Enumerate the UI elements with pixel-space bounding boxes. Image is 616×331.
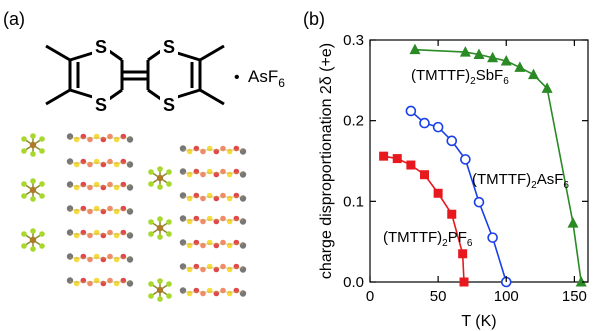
data-point: [514, 61, 526, 72]
data-point: [460, 154, 471, 165]
sulfur-label: S: [95, 95, 107, 115]
tmttf-molecule-icon: [66, 277, 134, 287]
x-tick-label: 150: [562, 288, 587, 305]
data-point: [409, 43, 421, 55]
y-tick-label: 0.0: [343, 274, 364, 291]
tmttf-structure: [45, 44, 225, 106]
x-tick-label: 50: [430, 288, 447, 305]
data-point: [575, 276, 587, 287]
data-point: [432, 121, 444, 133]
data-point: [420, 170, 429, 180]
y-tick-label: 0.2: [343, 113, 364, 130]
series-label-asf6: (TMTTF)2AsF6: [472, 171, 569, 191]
data-point: [433, 188, 443, 198]
series-label-pf6: (TMTTF)2PF6: [383, 229, 473, 249]
data-point: [459, 46, 471, 57]
tmttf-molecule-icon: [179, 192, 247, 202]
x-axis-label: T (K): [461, 313, 496, 330]
tmttf-molecule-icon: [66, 133, 134, 143]
series-layer: [379, 43, 587, 288]
counterion-label: AsF6: [248, 67, 285, 90]
sulfur-label: S: [163, 37, 175, 57]
data-point: [528, 68, 539, 80]
y-axis-label: charge disproportionation 2δ (+e): [318, 43, 335, 279]
chart: 0 50 100 150 0.0 0.1 0.2 0.3 T (K) charge dispr…: [318, 32, 589, 330]
sulfur-label: S: [163, 95, 175, 115]
anion-icon: [148, 166, 172, 190]
data-point: [473, 48, 485, 60]
data-point: [473, 196, 485, 208]
series-labels: (TMTTF)2SbF6 (TMTTF)2AsF6 (TMTTF)2PF6: [383, 67, 569, 249]
tmttf-molecule-icon: [179, 145, 247, 155]
data-point: [487, 51, 499, 63]
tmttf-molecule-icon: [66, 229, 134, 239]
data-point: [487, 232, 498, 243]
crystal-packing: [21, 133, 247, 302]
data-point: [567, 217, 579, 228]
tmttf-molecule-icon: [66, 205, 134, 215]
tmttf-molecule-icon: [179, 168, 247, 178]
series-label-sbf6: (TMTTF)2SbF6: [411, 67, 509, 87]
anion-icon: [21, 228, 45, 252]
x-tick-label: 0: [366, 288, 374, 305]
tmttf-molecule-icon: [66, 181, 134, 191]
data-point: [458, 249, 468, 259]
data-point: [405, 105, 417, 117]
tmttf-molecule-icon: [179, 239, 247, 249]
data-point: [446, 135, 458, 147]
sulfur-atoms: S S S S: [92, 37, 178, 115]
anion-icon: [21, 178, 45, 202]
anion-icon: [148, 216, 172, 240]
bullet-separator: •: [234, 69, 240, 86]
panel-a-label: (a): [3, 9, 25, 29]
y-tick-label: 0.3: [343, 32, 364, 49]
panel-b-label: (b): [303, 9, 325, 29]
axes-ticks: 0 50 100 150 0.0 0.1 0.2 0.3: [343, 32, 588, 305]
plot-frame: [369, 39, 589, 283]
y-tick-label: 0.1: [343, 193, 364, 210]
data-point: [459, 277, 469, 287]
tmttf-molecule-icon: [179, 215, 247, 225]
tmttf-molecule-icon: [179, 287, 247, 297]
data-point: [419, 117, 430, 129]
x-tick-label: 100: [494, 288, 519, 305]
data-point: [541, 82, 553, 93]
data-point: [500, 54, 512, 66]
data-point: [379, 151, 389, 161]
data-point: [392, 154, 402, 164]
tmttf-molecule-icon: [66, 158, 134, 168]
data-point: [406, 160, 416, 170]
tmttf-molecule-icon: [66, 253, 134, 263]
series-line: [414, 48, 582, 283]
tmttf-molecule-icon: [179, 263, 247, 273]
anion-icon: [148, 278, 172, 302]
anion-icon: [21, 133, 45, 157]
data-point: [447, 209, 457, 219]
sulfur-label: S: [95, 37, 107, 57]
